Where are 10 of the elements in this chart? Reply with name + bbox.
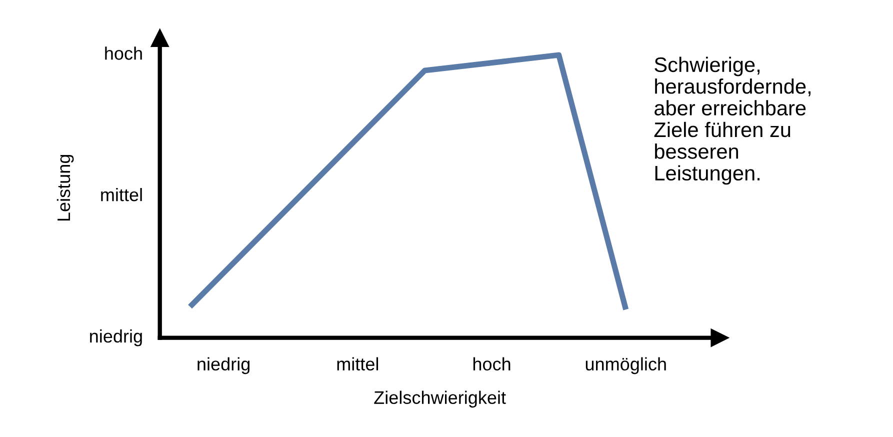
y-axis-title: Leistung <box>56 154 74 221</box>
x-tick-label: niedrig <box>198 357 250 374</box>
x-tick-label: unmöglich <box>586 357 666 374</box>
x-axis-title: Zielschwierigkeit <box>374 390 506 408</box>
x-tick-label: hoch <box>473 357 510 371</box>
text: mittel <box>101 188 142 202</box>
text: hoch <box>105 46 142 60</box>
text: niedrig <box>90 329 142 346</box>
x-tick-label: mittel <box>337 357 378 371</box>
annotation: Schwierige, herausfordernde, aber erreichbare Ziele führen zu besseren Leistungen. <box>654 56 810 185</box>
